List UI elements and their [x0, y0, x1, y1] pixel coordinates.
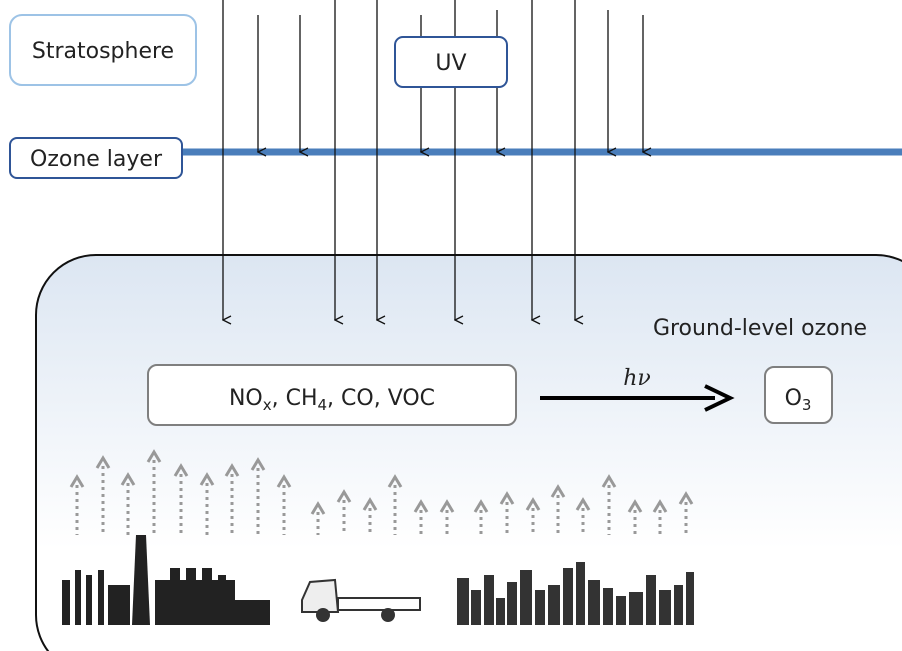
subscript: 3	[802, 396, 812, 414]
stratosphere-label: Stratosphere	[32, 39, 174, 64]
subscript: x	[263, 396, 272, 414]
uv-label: UV	[435, 51, 466, 76]
text-segment: NO	[229, 386, 263, 411]
subscript: 4	[318, 396, 328, 414]
text-segment: , CH	[272, 386, 318, 411]
text-segment: O	[785, 386, 802, 411]
ground-level-ozone-label: Ground-level ozone	[653, 316, 867, 341]
ozone-layer-label: Ozone layer	[30, 147, 163, 172]
diagram: Stratosphere UV Ozone layer Ground-level…	[0, 0, 902, 651]
precursor-label: NOx, CH4, CO, VOC	[229, 386, 435, 414]
reaction-label: hν	[623, 366, 651, 391]
text-segment: , CO, VOC	[327, 386, 435, 411]
